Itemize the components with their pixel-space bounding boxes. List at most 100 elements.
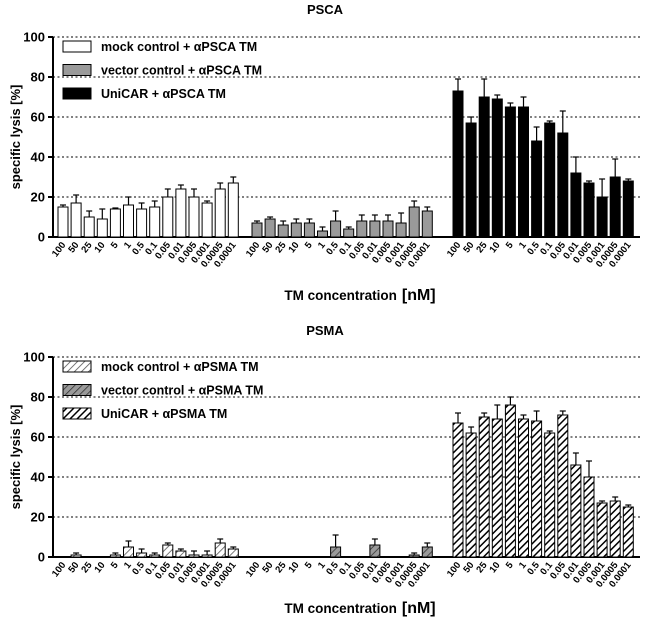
bar [162, 196, 174, 238]
bar [188, 196, 200, 238]
bar [583, 476, 595, 558]
legend-label: UniCAR + αPSCA TM [101, 87, 226, 101]
bar [583, 182, 595, 238]
x-tick-label: 100 [445, 560, 463, 579]
bar [214, 188, 226, 238]
y-tick-label: 80 [31, 390, 45, 405]
bar [290, 222, 302, 238]
legend-label: mock control + αPSCA TM [101, 40, 257, 54]
bar [277, 224, 289, 238]
bar [96, 218, 108, 238]
x-tick-label: 100 [445, 240, 463, 259]
legend-swatch [62, 384, 92, 396]
bar [149, 206, 161, 238]
y-tick-label: 40 [31, 470, 45, 485]
x-axis-label: TM concentration [nM] [284, 287, 435, 304]
x-tick-label: 5 [303, 240, 315, 252]
bar [570, 172, 582, 238]
y-tick-label: 20 [31, 510, 45, 525]
x-tick-label: 10 [286, 560, 301, 575]
y-tick-label: 60 [31, 110, 45, 125]
bar [452, 90, 464, 238]
x-tick-label: 5 [109, 240, 121, 252]
bar [491, 98, 503, 238]
x-tick-label: 1 [316, 240, 328, 252]
panel-psma: PSMA specific lysis [%] 0 20 40 60 80 100 100 5… [8, 323, 640, 617]
bar [531, 420, 543, 558]
x-tick-label: 1 [122, 240, 134, 252]
bar [478, 416, 490, 558]
x-tick-label: 1 [316, 560, 328, 572]
x-tick-label: 5 [303, 560, 315, 572]
x-tick-label: 1 [517, 240, 529, 252]
x-tick-label: 1 [517, 560, 529, 572]
x-tick-label: 100 [50, 560, 68, 579]
bar [478, 96, 490, 238]
legend-label: UniCAR + αPSMA TM [101, 407, 227, 421]
x-tick-label: 100 [244, 240, 262, 259]
bar [518, 106, 529, 238]
bar [421, 546, 433, 558]
bar [149, 554, 161, 558]
y-tick-label: 40 [31, 150, 45, 165]
bar [162, 544, 174, 558]
bar [491, 418, 503, 558]
bar [395, 222, 407, 238]
bar [264, 218, 276, 238]
y-tick-label: 80 [31, 70, 45, 85]
legend-swatch [62, 360, 92, 373]
x-axis-label: TM concentration [nM] [284, 600, 435, 617]
bar [343, 228, 355, 238]
legend-label: vector control + αPSCA TM [101, 64, 262, 78]
bar [504, 404, 516, 558]
x-tick-label: 5 [109, 560, 121, 572]
y-axis-label: specific lysis [%] [8, 405, 23, 510]
legend-swatch [62, 64, 92, 76]
x-tick-label: 10 [92, 240, 107, 255]
bar [317, 230, 328, 238]
bar [570, 464, 582, 558]
bar [227, 182, 239, 238]
bar [136, 208, 148, 238]
chart-title: PSCA [307, 2, 344, 17]
bar [531, 140, 543, 238]
bar [544, 122, 556, 238]
bar [369, 220, 381, 238]
x-tick-label: 5 [504, 240, 516, 252]
bar [175, 188, 187, 238]
x-tick-label: 10 [487, 240, 502, 255]
x-tick-label: 10 [286, 240, 301, 255]
y-axis-label: specific lysis [%] [8, 85, 23, 190]
y-tick-label: 60 [31, 430, 45, 445]
bar [109, 554, 121, 558]
bar [330, 220, 342, 238]
y-tick-label: 20 [31, 190, 45, 205]
x-tick-label: 10 [92, 560, 107, 575]
legend-label: mock control + αPSMA TM [101, 360, 259, 374]
bar [465, 122, 477, 238]
x-tick-label: 1 [122, 560, 134, 572]
bar [123, 204, 134, 238]
bar [596, 502, 608, 558]
bar [518, 418, 529, 558]
chart-title: PSMA [306, 323, 344, 338]
bar [201, 554, 213, 558]
legend-label: vector control + αPSMA TM [101, 384, 263, 398]
x-tick-label: 5 [504, 560, 516, 572]
bar [465, 432, 477, 558]
bar [622, 506, 634, 558]
bar [70, 202, 82, 238]
bar [421, 210, 433, 238]
bar [214, 542, 226, 558]
bar [136, 552, 148, 558]
x-tick-label: 100 [244, 560, 262, 579]
bar [303, 222, 315, 238]
bar [57, 206, 69, 238]
bar [596, 196, 608, 238]
y-tick-label: 0 [38, 550, 45, 565]
legend-swatch [62, 40, 92, 53]
bar [369, 544, 381, 558]
bar [622, 180, 634, 238]
